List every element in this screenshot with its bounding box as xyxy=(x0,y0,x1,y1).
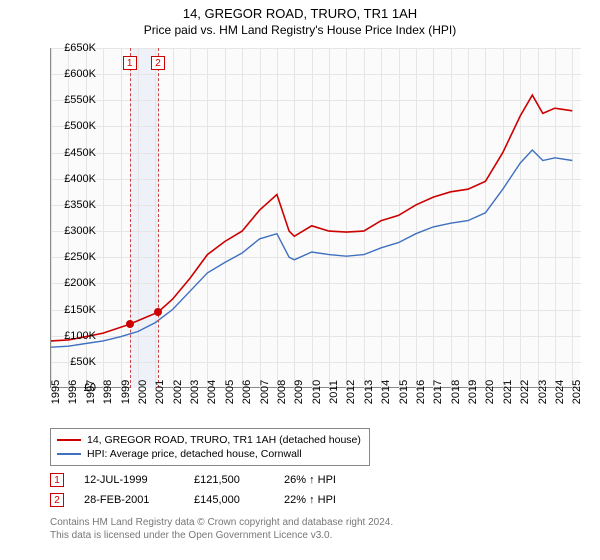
x-axis-label: 2016 xyxy=(415,380,427,404)
x-axis-label: 2001 xyxy=(154,380,166,404)
y-axis-label: £500K xyxy=(50,120,96,132)
x-axis-label: 2000 xyxy=(137,380,149,404)
x-axis-label: 2002 xyxy=(172,380,184,404)
plot-region: 12 xyxy=(50,48,580,388)
sale-row: 2 28-FEB-2001£145,00022% ↑ HPI xyxy=(50,490,374,510)
sale-price: £121,500 xyxy=(194,474,284,486)
y-axis-label: £400K xyxy=(50,173,96,185)
y-axis-label: £450K xyxy=(50,147,96,159)
sale-number-box: 1 xyxy=(50,473,64,487)
y-axis-label: £150K xyxy=(50,304,96,316)
sale-price: £145,000 xyxy=(194,494,284,506)
chart-area: 12 £0£50K£100K£150K£200K£250K£300K£350K£… xyxy=(50,48,580,418)
attribution-line: This data is licensed under the Open Gov… xyxy=(50,529,393,542)
sale-diff: 22% ↑ HPI xyxy=(284,494,374,506)
legend-label: 14, GREGOR ROAD, TRURO, TR1 1AH (detache… xyxy=(87,434,361,446)
sale-event-number: 2 xyxy=(151,56,165,70)
sale-row: 1 12-JUL-1999£121,50026% ↑ HPI xyxy=(50,470,374,490)
attribution: Contains HM Land Registry data © Crown c… xyxy=(50,516,393,542)
sale-number-box: 2 xyxy=(50,493,64,507)
y-axis-label: £600K xyxy=(50,68,96,80)
legend-item: HPI: Average price, detached house, Corn… xyxy=(57,447,363,461)
x-axis-label: 1997 xyxy=(85,380,97,404)
x-axis-label: 1999 xyxy=(120,380,132,404)
legend-label: HPI: Average price, detached house, Corn… xyxy=(87,448,302,460)
y-axis-label: £650K xyxy=(50,42,96,54)
x-axis-label: 2011 xyxy=(328,380,340,404)
y-axis-label: £50K xyxy=(50,356,96,368)
x-axis-label: 2009 xyxy=(293,380,305,404)
x-axis-label: 2007 xyxy=(259,380,271,404)
x-axis-label: 2024 xyxy=(554,380,566,404)
sale-date: 12-JUL-1999 xyxy=(84,474,194,486)
sales-table: 1 12-JUL-1999£121,50026% ↑ HPI 2 28-FEB-200… xyxy=(50,470,374,510)
sale-date: 28-FEB-2001 xyxy=(84,494,194,506)
sale-event-line xyxy=(130,48,131,388)
y-axis-label: £550K xyxy=(50,94,96,106)
x-axis-label: 2019 xyxy=(467,380,479,404)
y-axis-label: £100K xyxy=(50,330,96,342)
x-axis-label: 2012 xyxy=(345,380,357,404)
x-axis-label: 2004 xyxy=(206,380,218,404)
legend-swatch xyxy=(57,439,81,441)
legend-item: 14, GREGOR ROAD, TRURO, TR1 1AH (detache… xyxy=(57,433,363,447)
y-axis-label: £350K xyxy=(50,199,96,211)
x-axis-label: 2015 xyxy=(398,380,410,404)
sale-event-number: 1 xyxy=(123,56,137,70)
legend: 14, GREGOR ROAD, TRURO, TR1 1AH (detache… xyxy=(50,428,370,466)
x-axis-label: 2023 xyxy=(537,380,549,404)
x-axis-label: 2003 xyxy=(189,380,201,404)
y-axis-label: £300K xyxy=(50,225,96,237)
sale-marker xyxy=(154,308,162,316)
x-axis-label: 2017 xyxy=(432,380,444,404)
x-axis-label: 2020 xyxy=(484,380,496,404)
x-axis-label: 1995 xyxy=(50,380,62,404)
x-axis-label: 2006 xyxy=(241,380,253,404)
x-axis-label: 2013 xyxy=(363,380,375,404)
y-axis-label: £250K xyxy=(50,251,96,263)
x-axis-label: 2022 xyxy=(519,380,531,404)
attribution-line: Contains HM Land Registry data © Crown c… xyxy=(50,516,393,529)
x-axis-label: 2018 xyxy=(450,380,462,404)
sale-marker xyxy=(126,320,134,328)
x-axis-label: 1998 xyxy=(102,380,114,404)
x-axis-label: 2014 xyxy=(380,380,392,404)
x-axis-label: 2021 xyxy=(502,380,514,404)
x-axis-label: 2005 xyxy=(224,380,236,404)
y-axis-label: £200K xyxy=(50,277,96,289)
x-axis-label: 1996 xyxy=(67,380,79,404)
sale-event-line xyxy=(158,48,159,388)
x-axis-label: 2010 xyxy=(311,380,323,404)
chart-subtitle: Price paid vs. HM Land Registry's House … xyxy=(0,21,600,37)
x-axis-label: 2008 xyxy=(276,380,288,404)
legend-swatch xyxy=(57,453,81,455)
sale-diff: 26% ↑ HPI xyxy=(284,474,374,486)
chart-title: 14, GREGOR ROAD, TRURO, TR1 1AH xyxy=(0,0,600,21)
x-axis-label: 2025 xyxy=(571,380,583,404)
